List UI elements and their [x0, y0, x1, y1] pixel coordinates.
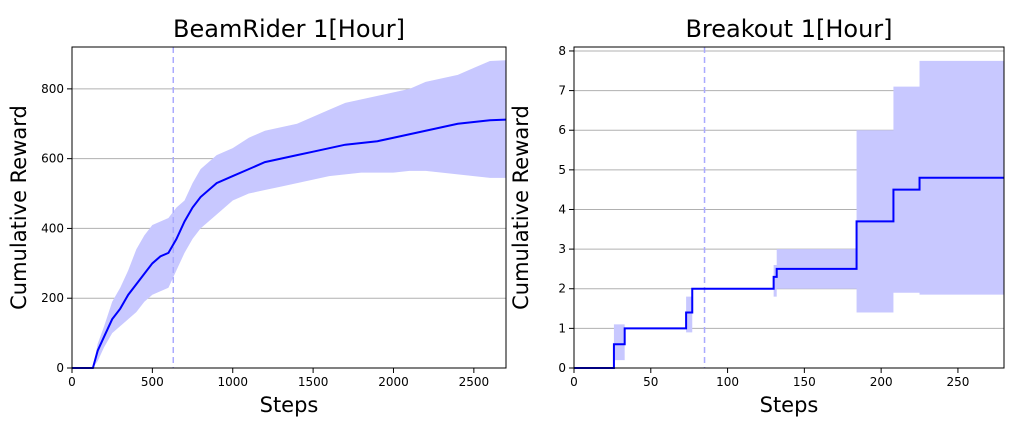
- x-tick-label: 2500: [459, 375, 490, 389]
- x-tick-label: 200: [870, 375, 893, 389]
- y-tick-label: 400: [41, 221, 64, 235]
- y-tick-label: 800: [41, 82, 64, 96]
- y-ticks: 0 200 400 600 800: [41, 82, 72, 375]
- y-tick-label: 0: [558, 361, 566, 375]
- plot-frame: [71, 46, 507, 369]
- y-axis-label: Cumulative Reward: [509, 105, 533, 310]
- mean-line: [72, 118, 507, 369]
- x-tick-label: 250: [946, 375, 969, 389]
- breakout-chart: 0 50 100 150 200 250 0 1 2 3 4 5 6 7 8 Breakout 1[Hou…: [509, 15, 1005, 417]
- y-tick-label: 200: [41, 291, 64, 305]
- chart-title: BeamRider 1[Hour]: [173, 15, 405, 43]
- x-tick-label: 500: [141, 375, 164, 389]
- y-tick-label: 1: [558, 321, 566, 335]
- x-tick-label: 0: [570, 375, 578, 389]
- x-axis-label: Steps: [760, 393, 819, 417]
- x-tick-label: 150: [793, 375, 816, 389]
- y-tick-label: 2: [558, 282, 566, 296]
- y-axis-label: Cumulative Reward: [7, 105, 31, 310]
- std-band: [72, 60, 506, 368]
- beamrider-chart: 0 500 1000 1500 2000 2500 0 200 400 600 800 BeamR…: [7, 15, 507, 417]
- y-tick-label: 6: [558, 123, 566, 137]
- plot-frame: [573, 46, 1005, 369]
- x-tick-label: 100: [716, 375, 739, 389]
- confidence-band: [72, 60, 506, 368]
- y-tick-label: 0: [56, 361, 64, 375]
- mean-series-line: [574, 176, 1004, 369]
- x-tick-label: 2000: [378, 375, 409, 389]
- x-ticks: 0 50 100 150 200 250: [570, 368, 969, 389]
- y-tick-label: 8: [558, 44, 566, 58]
- mean-line: [574, 176, 1004, 369]
- x-tick-label: 0: [68, 375, 76, 389]
- x-tick-label: 1500: [298, 375, 329, 389]
- y-tick-label: 7: [558, 84, 566, 98]
- mean-series-line: [72, 118, 507, 369]
- y-tick-label: 3: [558, 242, 566, 256]
- chart-title: Breakout 1[Hour]: [685, 15, 892, 43]
- confidence-band: [574, 60, 1004, 369]
- y-ticks: 0 1 2 3 4 5 6 7 8: [558, 44, 574, 375]
- y-tick-label: 600: [41, 152, 64, 166]
- x-tick-label: 1000: [217, 375, 248, 389]
- x-tick-label: 50: [643, 375, 658, 389]
- x-axis-label: Steps: [260, 393, 319, 417]
- x-ticks: 0 500 1000 1500 2000 2500: [68, 368, 489, 389]
- std-band: [574, 60, 1004, 369]
- y-tick-label: 5: [558, 163, 566, 177]
- y-tick-label: 4: [558, 202, 566, 216]
